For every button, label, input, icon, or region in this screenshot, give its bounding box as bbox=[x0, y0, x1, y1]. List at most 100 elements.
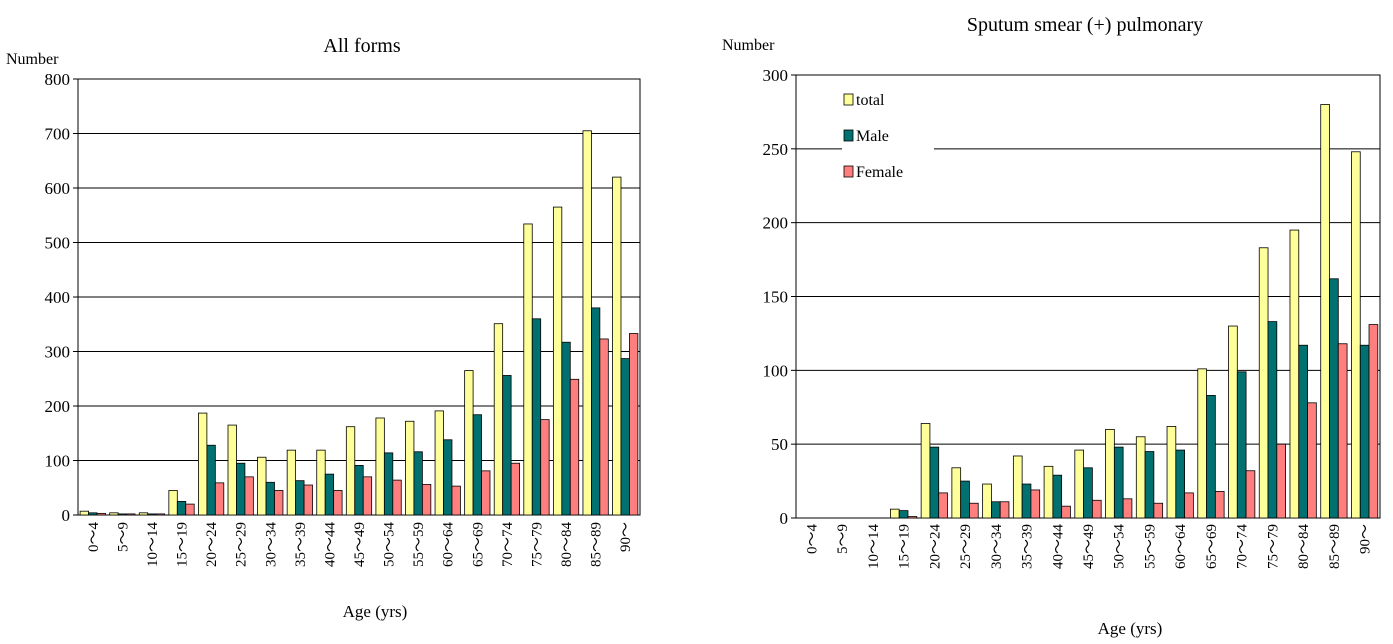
bar-total bbox=[582, 130, 592, 516]
bar-female bbox=[1368, 324, 1379, 519]
x-tick-label: 45～49 bbox=[352, 522, 368, 567]
bar-male bbox=[383, 452, 394, 516]
bar-male bbox=[265, 481, 275, 516]
x-tick-label: 5～9 bbox=[835, 524, 851, 554]
y-tick-label: 700 bbox=[45, 125, 71, 144]
y-tick-label: 500 bbox=[45, 234, 71, 253]
bar-male bbox=[295, 480, 305, 516]
x-tick-label: 60～64 bbox=[441, 522, 457, 568]
bar-total bbox=[1166, 426, 1177, 519]
bar-total bbox=[612, 176, 622, 516]
x-tick-label: 50～54 bbox=[1112, 524, 1128, 570]
bar-male bbox=[898, 510, 909, 519]
x-tick-label: 40～44 bbox=[1050, 524, 1066, 570]
x-tick-label: 85～89 bbox=[1327, 524, 1343, 569]
x-tick-label: 25～29 bbox=[234, 522, 250, 567]
bar-total bbox=[405, 420, 415, 516]
bar-total bbox=[1228, 325, 1238, 519]
bar-male bbox=[990, 501, 1001, 519]
x-tick-label: 40～44 bbox=[322, 522, 338, 568]
bar-total bbox=[982, 483, 992, 519]
bar-total bbox=[375, 417, 385, 516]
x-tick-label: 45～49 bbox=[1081, 524, 1097, 569]
y-tick-label: 50 bbox=[771, 435, 788, 454]
bar-female bbox=[451, 485, 461, 516]
x-tick-label: 20～24 bbox=[204, 522, 220, 568]
legend-label-male: Male bbox=[856, 128, 889, 145]
x-tick-label: 80～84 bbox=[1296, 524, 1312, 570]
x-tick-label: 90～ bbox=[1358, 524, 1374, 554]
bar-female bbox=[907, 516, 918, 519]
x-tick-label: 70～74 bbox=[1235, 524, 1251, 570]
y-tick-label: 250 bbox=[763, 140, 789, 159]
legend-swatch-female bbox=[843, 165, 854, 178]
bar-total bbox=[1351, 151, 1361, 519]
chart-title: Sputum smear (+) pulmonary bbox=[967, 14, 1203, 36]
bar-female bbox=[1276, 443, 1286, 519]
bar-total bbox=[920, 423, 931, 519]
y-tick-label: 0 bbox=[62, 506, 71, 525]
x-axis-label: Age (yrs) bbox=[343, 602, 408, 621]
bar-male bbox=[561, 341, 571, 516]
bar-female bbox=[274, 490, 284, 516]
bar-male bbox=[1298, 344, 1308, 519]
y-axis-label: Number bbox=[722, 37, 775, 54]
y-tick-label: 800 bbox=[45, 70, 71, 89]
bar-female bbox=[1153, 502, 1164, 519]
legend-label-female: Female bbox=[856, 164, 903, 181]
x-tick-label: 75～79 bbox=[1265, 524, 1281, 569]
bar-male bbox=[324, 473, 335, 516]
bar-male bbox=[620, 358, 630, 516]
bar-female bbox=[1307, 402, 1317, 519]
bar-male bbox=[413, 451, 423, 516]
x-tick-label: 10～14 bbox=[866, 524, 882, 570]
bar-total bbox=[79, 510, 89, 516]
bar-total bbox=[227, 424, 237, 516]
bar-female bbox=[599, 338, 609, 516]
bar-total bbox=[1197, 368, 1207, 519]
bar-female bbox=[569, 378, 580, 516]
y-tick-label: 100 bbox=[763, 361, 789, 380]
legend-label-total: total bbox=[856, 92, 885, 109]
x-tick-label: 15～19 bbox=[897, 524, 913, 569]
bar-total bbox=[286, 449, 297, 516]
bar-female bbox=[303, 484, 313, 516]
bar-female bbox=[333, 490, 343, 516]
bar-female bbox=[969, 502, 979, 519]
bar-total bbox=[1012, 455, 1023, 519]
bar-female bbox=[244, 476, 254, 516]
bar-male bbox=[1052, 474, 1063, 519]
bar-female bbox=[629, 333, 639, 516]
bar-female bbox=[510, 462, 520, 516]
bar-female bbox=[96, 512, 106, 516]
bar-total bbox=[345, 426, 356, 516]
bar-male bbox=[443, 439, 453, 516]
bar-female bbox=[214, 482, 225, 516]
bar-female bbox=[481, 470, 491, 516]
x-tick-label: 15～19 bbox=[175, 522, 191, 567]
x-tick-label: 30～34 bbox=[989, 524, 1005, 570]
x-tick-label: 0～4 bbox=[804, 524, 820, 555]
bar-male bbox=[88, 512, 98, 516]
bar-female bbox=[1245, 470, 1256, 519]
bar-male bbox=[1113, 446, 1124, 519]
bar-total bbox=[1289, 229, 1300, 519]
bar-female bbox=[540, 419, 550, 516]
bar-male bbox=[1144, 451, 1155, 519]
bar-total bbox=[257, 456, 267, 516]
legend: total Male Female bbox=[842, 86, 934, 188]
x-tick-label: 55～59 bbox=[411, 522, 427, 567]
x-tick-label: 20～24 bbox=[927, 524, 943, 570]
x-tick-label: 80～84 bbox=[559, 522, 575, 568]
bar-male bbox=[176, 500, 187, 516]
bar-male bbox=[206, 444, 216, 516]
bar-male bbox=[929, 446, 940, 519]
bar-total bbox=[109, 512, 119, 516]
legend-background bbox=[842, 86, 934, 188]
x-tick-label: 0～4 bbox=[86, 522, 102, 553]
x-tick-label: 30～34 bbox=[263, 522, 279, 568]
bar-male bbox=[1236, 371, 1247, 519]
bar-male bbox=[1021, 483, 1032, 519]
y-tick-label: 150 bbox=[763, 288, 789, 307]
